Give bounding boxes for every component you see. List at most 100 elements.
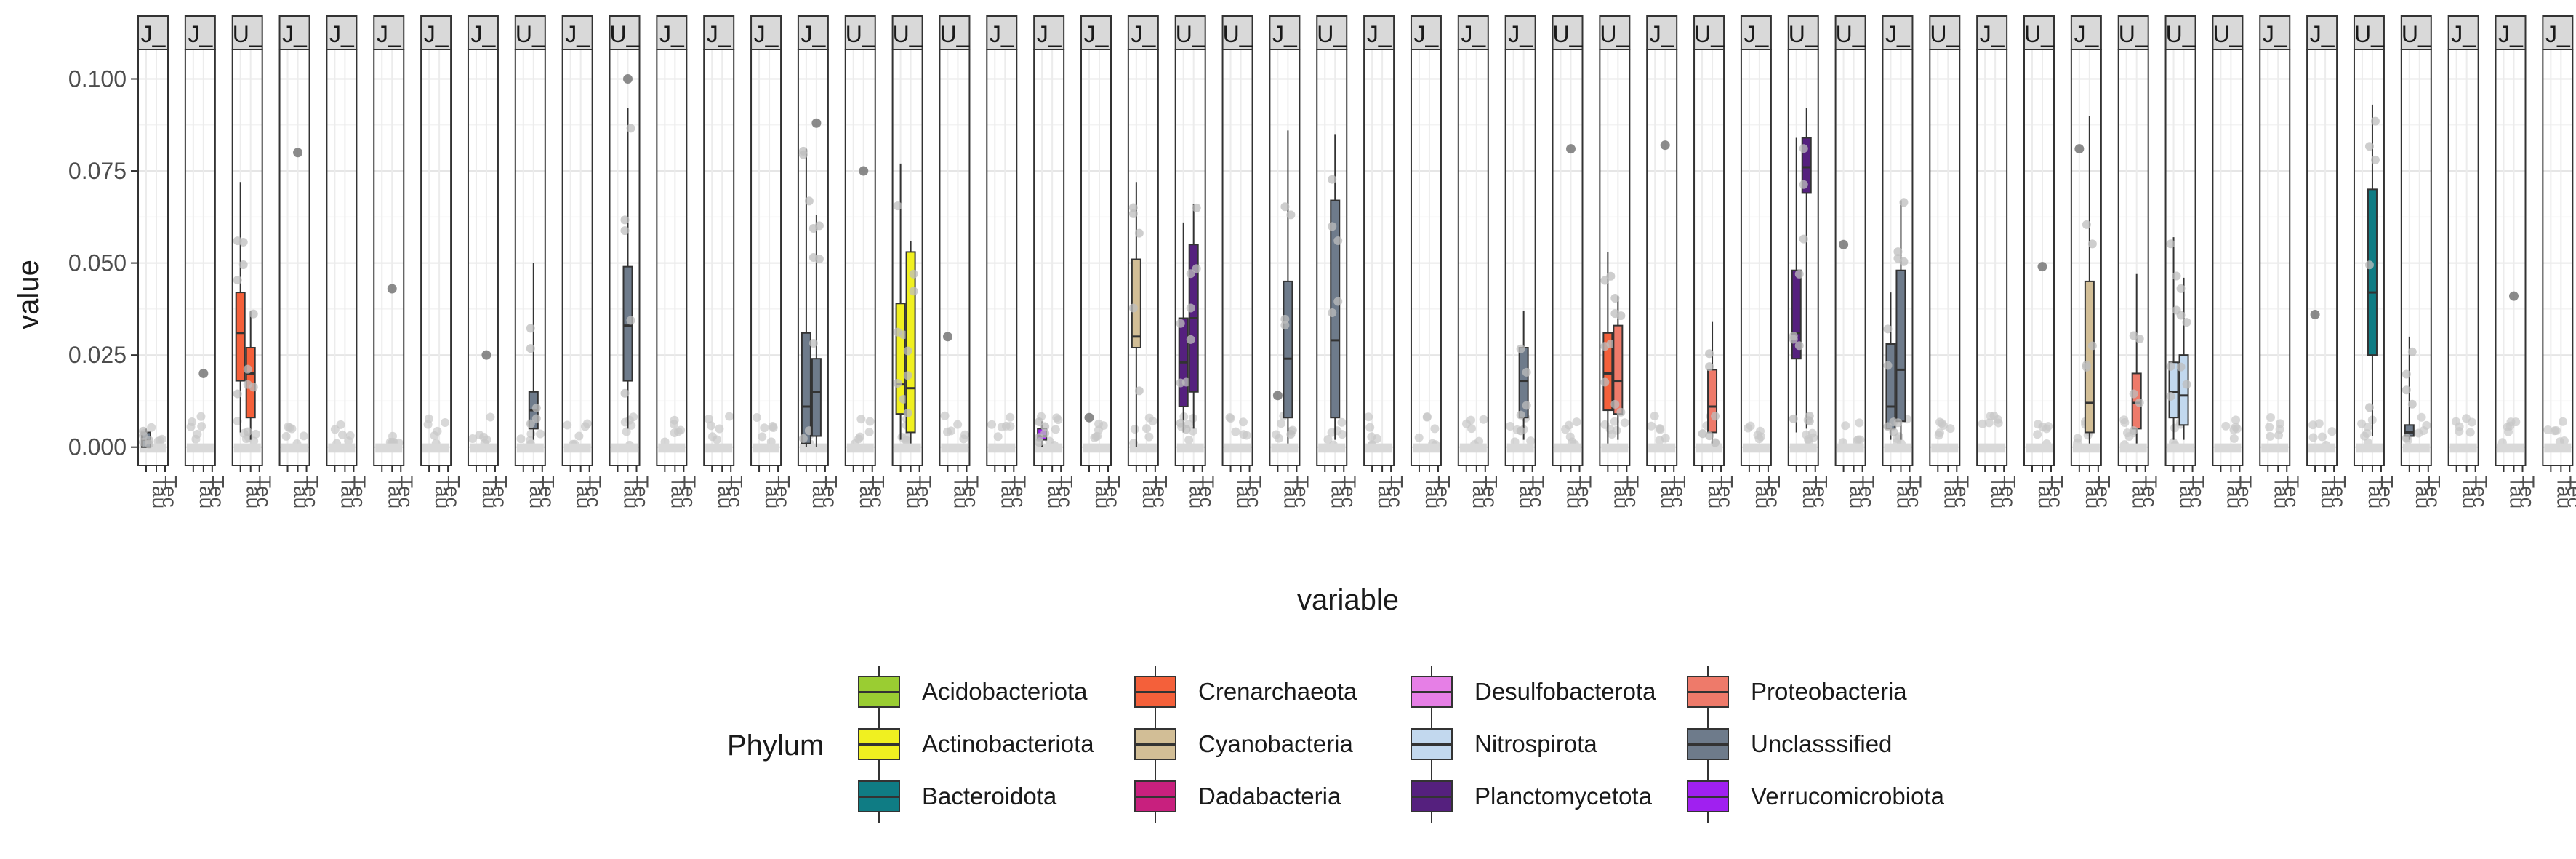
x-tick-label: Tau (478, 476, 501, 508)
data-point (1176, 418, 1185, 428)
data-point (147, 423, 156, 432)
facet-strip-label: J_ (1084, 21, 1110, 47)
x-tick-label: Tau (903, 476, 926, 508)
facet-strip-label: J_ (990, 21, 1015, 47)
data-point (1794, 269, 1804, 279)
data-point (1372, 434, 1381, 444)
data-point (580, 422, 590, 431)
baseline-box (469, 443, 497, 453)
x-tick-label: Tau (1752, 476, 1774, 508)
x-tick-label: Tau (2506, 476, 2529, 508)
x-tick-label: Tec (1337, 476, 1360, 508)
data-point (2364, 142, 2374, 151)
facet-strip-label: J_ (377, 21, 402, 47)
facet-strip-label: U_ (610, 21, 641, 47)
x-tick-label: Tau (1704, 476, 1727, 508)
data-point (233, 417, 242, 426)
data-point (251, 429, 260, 439)
y-tick-label: 0.025 (68, 342, 127, 368)
panel-background (1364, 49, 1395, 466)
x-tick-label: Tec (583, 476, 606, 508)
data-point (2360, 431, 2370, 441)
box (1280, 130, 1296, 444)
data-point (2419, 426, 2428, 436)
x-tick-label: Tau (2129, 476, 2151, 508)
baseline-box (233, 443, 261, 453)
facet-strip (1221, 15, 1253, 50)
data-point (2276, 419, 2285, 428)
data-point (1522, 367, 1531, 377)
data-point (864, 428, 874, 437)
baseline-box (1554, 443, 1581, 453)
outlier-point (1566, 144, 1576, 154)
data-point (940, 411, 950, 420)
x-tick-label: Tec (1762, 476, 1784, 508)
data-point (2033, 430, 2042, 439)
data-point (1144, 432, 1154, 442)
x-tick-label: Tec (913, 476, 936, 508)
data-point (626, 316, 635, 325)
data-point (903, 408, 912, 417)
facet-strip (2306, 15, 2338, 50)
x-tick-label: Tau (1091, 476, 1114, 508)
facet-strip-label: J_ (1508, 21, 1533, 47)
data-point (1853, 435, 1863, 444)
legend-item: Proteobacteria (1687, 666, 1963, 718)
x-tick-label: Tec (1243, 476, 1266, 508)
x-tick-label: Tau (2223, 476, 2245, 508)
baseline-box (1601, 443, 1629, 453)
data-point (2182, 318, 2191, 327)
data-point (2370, 155, 2380, 164)
data-point (526, 419, 535, 428)
legend-label: Bacteroidota (922, 783, 1057, 810)
data-point (1655, 424, 1664, 434)
box (1128, 182, 1144, 447)
x-tick-label: Tau (1469, 476, 1491, 508)
facet-strip-label: J_ (2451, 21, 2476, 47)
box-body (1602, 332, 1613, 412)
x-tick-label: Tau (1421, 476, 1444, 508)
data-point (1323, 435, 1333, 444)
x-tick-label: Tau (1987, 476, 2010, 508)
data-point (1661, 434, 1670, 443)
x-tick-label: Tec (441, 476, 464, 508)
facet-strip-label: J_ (329, 21, 355, 47)
x-tick-label: Tec (2327, 476, 2350, 508)
data-point (2462, 414, 2471, 423)
facet-strip-label: U_ (1930, 21, 1960, 47)
facet-strip-label: J_ (141, 21, 166, 47)
data-point (2417, 412, 2426, 422)
data-point (1616, 311, 1626, 321)
panel-background (1034, 49, 1064, 466)
x-tick-label: Tec (1290, 476, 1312, 508)
baseline-box (1129, 443, 1157, 453)
x-tick-label: Tau (1374, 476, 1397, 508)
data-point (139, 426, 148, 436)
data-point (1186, 335, 1195, 344)
facet-strip-label: U_ (1553, 21, 1584, 47)
facet-strip (1787, 15, 1819, 50)
facet-strip (703, 15, 735, 50)
data-point (1054, 415, 1063, 425)
data-point (1414, 433, 1424, 442)
facet-strip (1127, 15, 1159, 50)
data-point (1365, 423, 1375, 432)
data-point (2033, 420, 2042, 429)
legend-item: Dadabacteria (1134, 770, 1411, 823)
panel-background (1222, 49, 1253, 466)
facet-strip-label: J_ (1980, 21, 2005, 47)
x-tick-label: Tau (2317, 476, 2340, 508)
baseline-box (1837, 443, 1864, 453)
x-tick-label: Tau (2082, 476, 2104, 508)
data-point (1755, 426, 1765, 436)
x-tick-label: Tec (300, 476, 323, 508)
data-point (2465, 428, 2475, 437)
data-point (676, 425, 686, 435)
data-point (707, 432, 717, 442)
data-point (1276, 419, 1285, 428)
panel-background (421, 49, 452, 466)
data-point (1422, 412, 1432, 422)
facet-strip (1174, 15, 1206, 50)
